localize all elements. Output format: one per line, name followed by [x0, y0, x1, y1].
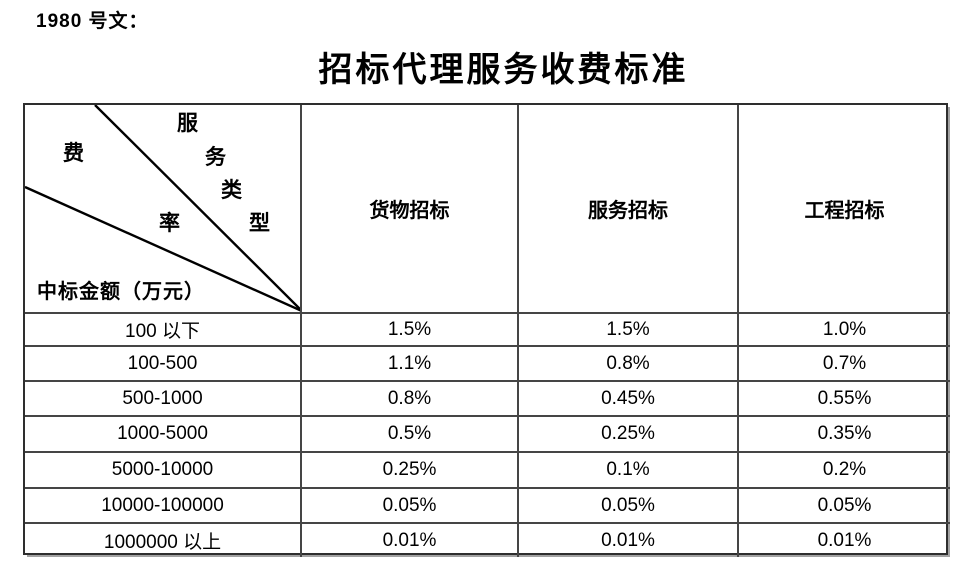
fee-cell: 0.01% — [517, 522, 737, 557]
row-label: 10000-100000 — [25, 487, 300, 522]
fee-cell: 0.05% — [737, 487, 950, 522]
fee-cell: 0.5% — [300, 415, 517, 451]
fee-cell: 0.45% — [517, 380, 737, 415]
fee-cell: 0.35% — [737, 415, 950, 451]
corner-row-axis-char: 率 — [159, 211, 180, 235]
row-label: 1000000 以上 — [25, 522, 300, 557]
fee-cell: 1.5% — [300, 312, 517, 345]
column-header-goods: 货物招标 — [300, 105, 517, 312]
fee-cell: 0.05% — [517, 487, 737, 522]
fee-cell: 1.1% — [300, 345, 517, 380]
fee-cell: 0.2% — [737, 451, 950, 487]
diagonal-divider-lines — [25, 105, 300, 312]
fee-cell: 0.01% — [300, 522, 517, 557]
fee-cell: 0.05% — [300, 487, 517, 522]
fee-cell: 0.8% — [300, 380, 517, 415]
column-header-service: 服务招标 — [517, 105, 737, 312]
corner-col-axis-char: 型 — [249, 211, 270, 235]
fee-cell: 0.1% — [517, 451, 737, 487]
fee-cell: 0.01% — [737, 522, 950, 557]
row-label: 100 以下 — [25, 312, 300, 345]
fee-cell: 1.5% — [517, 312, 737, 345]
fee-cell: 0.25% — [300, 451, 517, 487]
doc-number-label: 1980 号文： — [36, 11, 149, 32]
corner-col-axis-char: 务 — [205, 145, 226, 169]
row-label: 100-500 — [25, 345, 300, 380]
fee-cell: 1.0% — [737, 312, 950, 345]
row-label: 1000-5000 — [25, 415, 300, 451]
row-label: 500-1000 — [25, 380, 300, 415]
table-corner-cell: 服 务 类 型 费 率 中标金额（万元） — [25, 105, 300, 312]
page-title: 招标代理服务收费标准 — [318, 52, 689, 89]
corner-amount-axis-label: 中标金额（万元） — [37, 281, 205, 303]
row-label: 5000-10000 — [25, 451, 300, 487]
fee-cell: 0.25% — [517, 415, 737, 451]
title-wrap: 招标代理服务收费标准 — [41, 42, 966, 91]
fee-cell: 0.7% — [737, 345, 950, 380]
fee-cell: 0.55% — [737, 380, 950, 415]
corner-row-axis-char: 费 — [63, 141, 84, 165]
corner-col-axis-char: 类 — [221, 178, 242, 202]
fee-standard-table: 服 务 类 型 费 率 中标金额（万元） 货物招标 服务招标 工程招标 100 … — [23, 103, 950, 557]
fee-cell: 0.8% — [517, 345, 737, 380]
corner-col-axis-char: 服 — [177, 111, 198, 135]
column-header-engineering: 工程招标 — [737, 105, 950, 312]
